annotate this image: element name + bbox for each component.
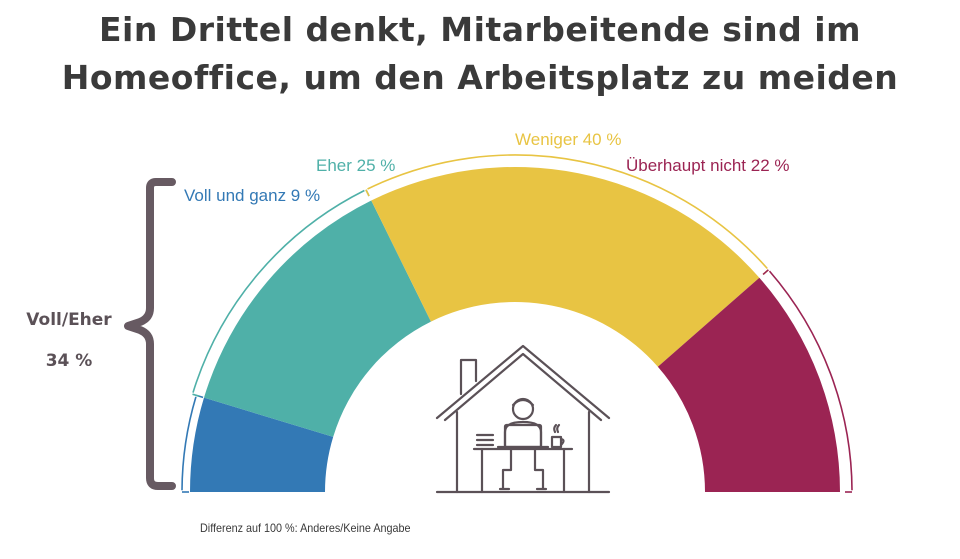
- slice-labels: Voll und ganz 9 % Eher 25 % Weniger 40 % Üb…: [184, 130, 790, 205]
- label-arc-2: [192, 189, 365, 393]
- slice-2: [203, 200, 431, 437]
- brace-label-text: Voll/Eher: [26, 310, 112, 330]
- label-arc-4: [768, 270, 853, 491]
- slice-3: [371, 167, 760, 367]
- slice-4: [657, 277, 840, 492]
- title-line-1: Ein Drittel denkt, Mitarbeitende sind im: [99, 10, 861, 49]
- chart-slices: [190, 167, 840, 492]
- brace-label-value: 34 %: [45, 351, 93, 371]
- footnote: Differenz auf 100 %: Anderes/Keine Angab…: [200, 521, 411, 535]
- chart-title: Ein Drittel denkt, Mitarbeitende sind im…: [0, 6, 960, 102]
- slice-1: [190, 397, 334, 492]
- label-arc-1: [181, 396, 197, 491]
- label-arcs: [181, 154, 853, 493]
- label-arc-tick-3-1: [365, 189, 370, 197]
- home-office-icon: [435, 344, 611, 494]
- label-arc-tick-4-1: [762, 269, 769, 276]
- title-line-2: Homeoffice, um den Arbeitsplatz zu meide…: [61, 58, 899, 97]
- slice-label-4: Überhaupt nicht 22 %: [626, 156, 790, 175]
- slice-label-3: Weniger 40 %: [515, 130, 621, 149]
- label-arc-3: [367, 154, 768, 270]
- voll-eher-brace: [124, 178, 176, 490]
- brace-label: Voll/Eher 34 %: [22, 300, 116, 382]
- label-arc-tick-2-1: [192, 393, 200, 397]
- slice-label-2: Eher 25 %: [316, 156, 395, 175]
- slice-label-1: Voll und ganz 9 %: [184, 186, 320, 205]
